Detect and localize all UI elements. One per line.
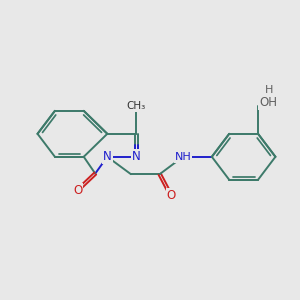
Text: N: N [132,150,140,163]
Text: O: O [73,184,83,196]
Text: H: H [265,85,273,94]
Text: OH: OH [260,96,278,110]
Text: O: O [167,189,176,203]
Text: N: N [103,150,112,163]
Text: NH: NH [175,152,191,162]
Text: CH₃: CH₃ [127,101,146,111]
